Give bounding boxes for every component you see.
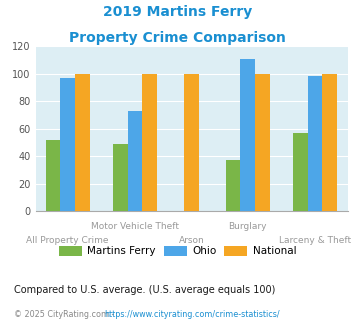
Bar xyxy=(184,74,199,211)
Bar xyxy=(75,74,90,211)
Text: 2019 Martins Ferry: 2019 Martins Ferry xyxy=(103,5,252,19)
Text: Arson: Arson xyxy=(179,236,204,245)
Bar xyxy=(113,144,127,211)
Bar xyxy=(322,74,337,211)
Bar xyxy=(307,77,322,211)
Text: All Property Crime: All Property Crime xyxy=(27,236,109,245)
Text: https://www.cityrating.com/crime-statistics/: https://www.cityrating.com/crime-statist… xyxy=(105,310,280,319)
Bar xyxy=(255,74,270,211)
Text: Motor Vehicle Theft: Motor Vehicle Theft xyxy=(91,222,179,231)
Bar xyxy=(142,74,157,211)
Legend: Martins Ferry, Ohio, National: Martins Ferry, Ohio, National xyxy=(55,242,300,260)
Text: Compared to U.S. average. (U.S. average equals 100): Compared to U.S. average. (U.S. average … xyxy=(14,285,275,295)
Bar xyxy=(127,111,142,211)
Bar xyxy=(45,140,60,211)
Bar xyxy=(240,59,255,211)
Text: Larceny & Theft: Larceny & Theft xyxy=(279,236,351,245)
Text: Property Crime Comparison: Property Crime Comparison xyxy=(69,31,286,45)
Bar xyxy=(226,160,240,211)
Text: © 2025 CityRating.com -: © 2025 CityRating.com - xyxy=(14,310,117,319)
Bar xyxy=(60,78,75,211)
Bar xyxy=(293,133,307,211)
Text: Burglary: Burglary xyxy=(229,222,267,231)
